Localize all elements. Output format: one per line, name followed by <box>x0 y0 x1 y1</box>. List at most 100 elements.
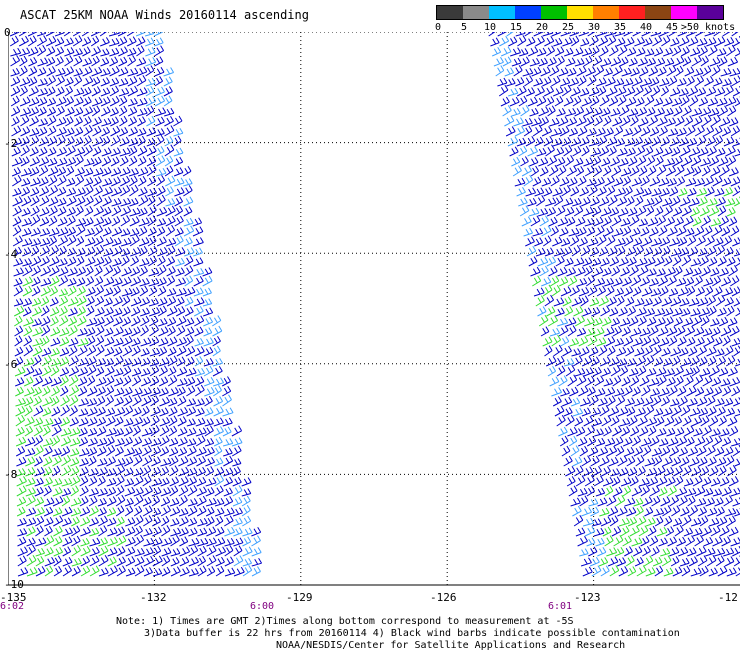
wind-barb <box>579 287 589 296</box>
wind-barb <box>55 32 64 36</box>
wind-barb <box>137 117 145 126</box>
wind-barb <box>655 566 663 576</box>
wind-barb <box>618 148 628 156</box>
wind-barb <box>623 486 631 496</box>
wind-barb <box>16 457 26 466</box>
wind-barb <box>684 167 694 176</box>
wind-barb <box>177 378 187 386</box>
wind-barb <box>589 138 599 146</box>
wind-barb <box>37 32 46 36</box>
wind-barb <box>171 548 180 556</box>
wind-barb <box>133 437 142 446</box>
wind-barb <box>721 327 731 337</box>
wind-barb <box>111 126 120 136</box>
wind-barb <box>70 406 78 416</box>
wind-barb <box>591 96 599 106</box>
wind-barb <box>710 416 718 426</box>
wind-barb <box>142 417 150 426</box>
wind-barb <box>729 168 738 177</box>
wind-barb <box>700 566 709 576</box>
wind-barb <box>550 66 559 76</box>
wind-barb <box>589 87 599 96</box>
wind-barb <box>559 277 568 286</box>
wind-barb <box>562 85 571 96</box>
wind-barb <box>569 78 578 86</box>
wind-barb <box>728 367 738 376</box>
wind-barb <box>604 278 613 286</box>
wind-barb <box>695 387 703 396</box>
wind-barb <box>572 198 581 206</box>
wind-barb <box>564 48 573 56</box>
wind-barb <box>89 496 97 506</box>
wind-barb <box>550 377 559 386</box>
wind-barb <box>617 197 626 206</box>
wind-barb <box>133 455 142 466</box>
wind-barb <box>708 45 717 56</box>
wind-barb <box>700 158 710 166</box>
wind-barb <box>48 185 57 196</box>
wind-barb <box>65 107 74 116</box>
wind-barb <box>619 208 628 216</box>
wind-barb <box>724 187 733 196</box>
wind-barb <box>169 398 178 406</box>
wind-barb <box>666 527 674 537</box>
wind-barb <box>243 565 252 576</box>
wind-barb <box>720 165 729 176</box>
wind-barb <box>661 35 670 46</box>
wind-barb <box>633 287 641 296</box>
wind-barb <box>651 32 661 36</box>
wind-barb <box>511 157 519 166</box>
wind-barb <box>39 177 48 186</box>
wind-barb <box>60 357 69 366</box>
wind-barb <box>645 49 654 56</box>
wind-barb <box>203 308 213 316</box>
wind-barb <box>603 527 611 536</box>
wind-barb <box>38 97 47 106</box>
wind-barb <box>713 126 722 136</box>
wind-barb <box>119 106 127 116</box>
wind-barb <box>625 447 634 456</box>
wind-barb <box>45 547 54 556</box>
wind-barb <box>639 526 648 536</box>
wind-barb <box>551 387 561 396</box>
wind-barb <box>138 136 146 146</box>
wind-barb <box>106 395 114 406</box>
wind-barb <box>601 158 610 166</box>
wind-barb <box>71 476 80 486</box>
wind-barb <box>696 337 705 346</box>
wind-barb <box>189 545 198 556</box>
wind-barb <box>75 167 85 176</box>
wind-barb <box>605 226 614 236</box>
wind-barb <box>609 146 617 156</box>
wind-barb <box>171 557 179 566</box>
wind-barb <box>728 57 738 66</box>
wind-barb <box>716 556 724 566</box>
wind-barb <box>515 126 525 136</box>
wind-barb <box>611 416 619 426</box>
wind-barb <box>158 278 167 287</box>
wind-barb <box>30 167 39 176</box>
wind-barb <box>127 32 136 36</box>
wind-barb <box>187 428 196 436</box>
wind-barb <box>673 255 681 266</box>
wind-barb <box>571 137 581 146</box>
wind-barb <box>242 528 252 536</box>
legend-swatch <box>463 6 489 19</box>
wind-barb <box>663 97 672 106</box>
wind-barb <box>225 568 235 576</box>
wind-barb <box>682 466 691 476</box>
wind-barb <box>522 118 532 126</box>
wind-barb <box>174 178 184 186</box>
wind-barb <box>95 296 104 306</box>
wind-barb <box>98 488 108 496</box>
wind-barb <box>655 308 665 316</box>
wind-barb <box>721 68 731 76</box>
wind-barb <box>546 46 554 56</box>
wind-barb <box>88 456 96 466</box>
wind-barb <box>671 506 679 516</box>
wind-barb <box>157 195 166 206</box>
wind-barb <box>66 178 75 186</box>
wind-barb <box>97 427 106 437</box>
wind-barb <box>555 356 564 366</box>
wind-barb <box>145 32 154 36</box>
